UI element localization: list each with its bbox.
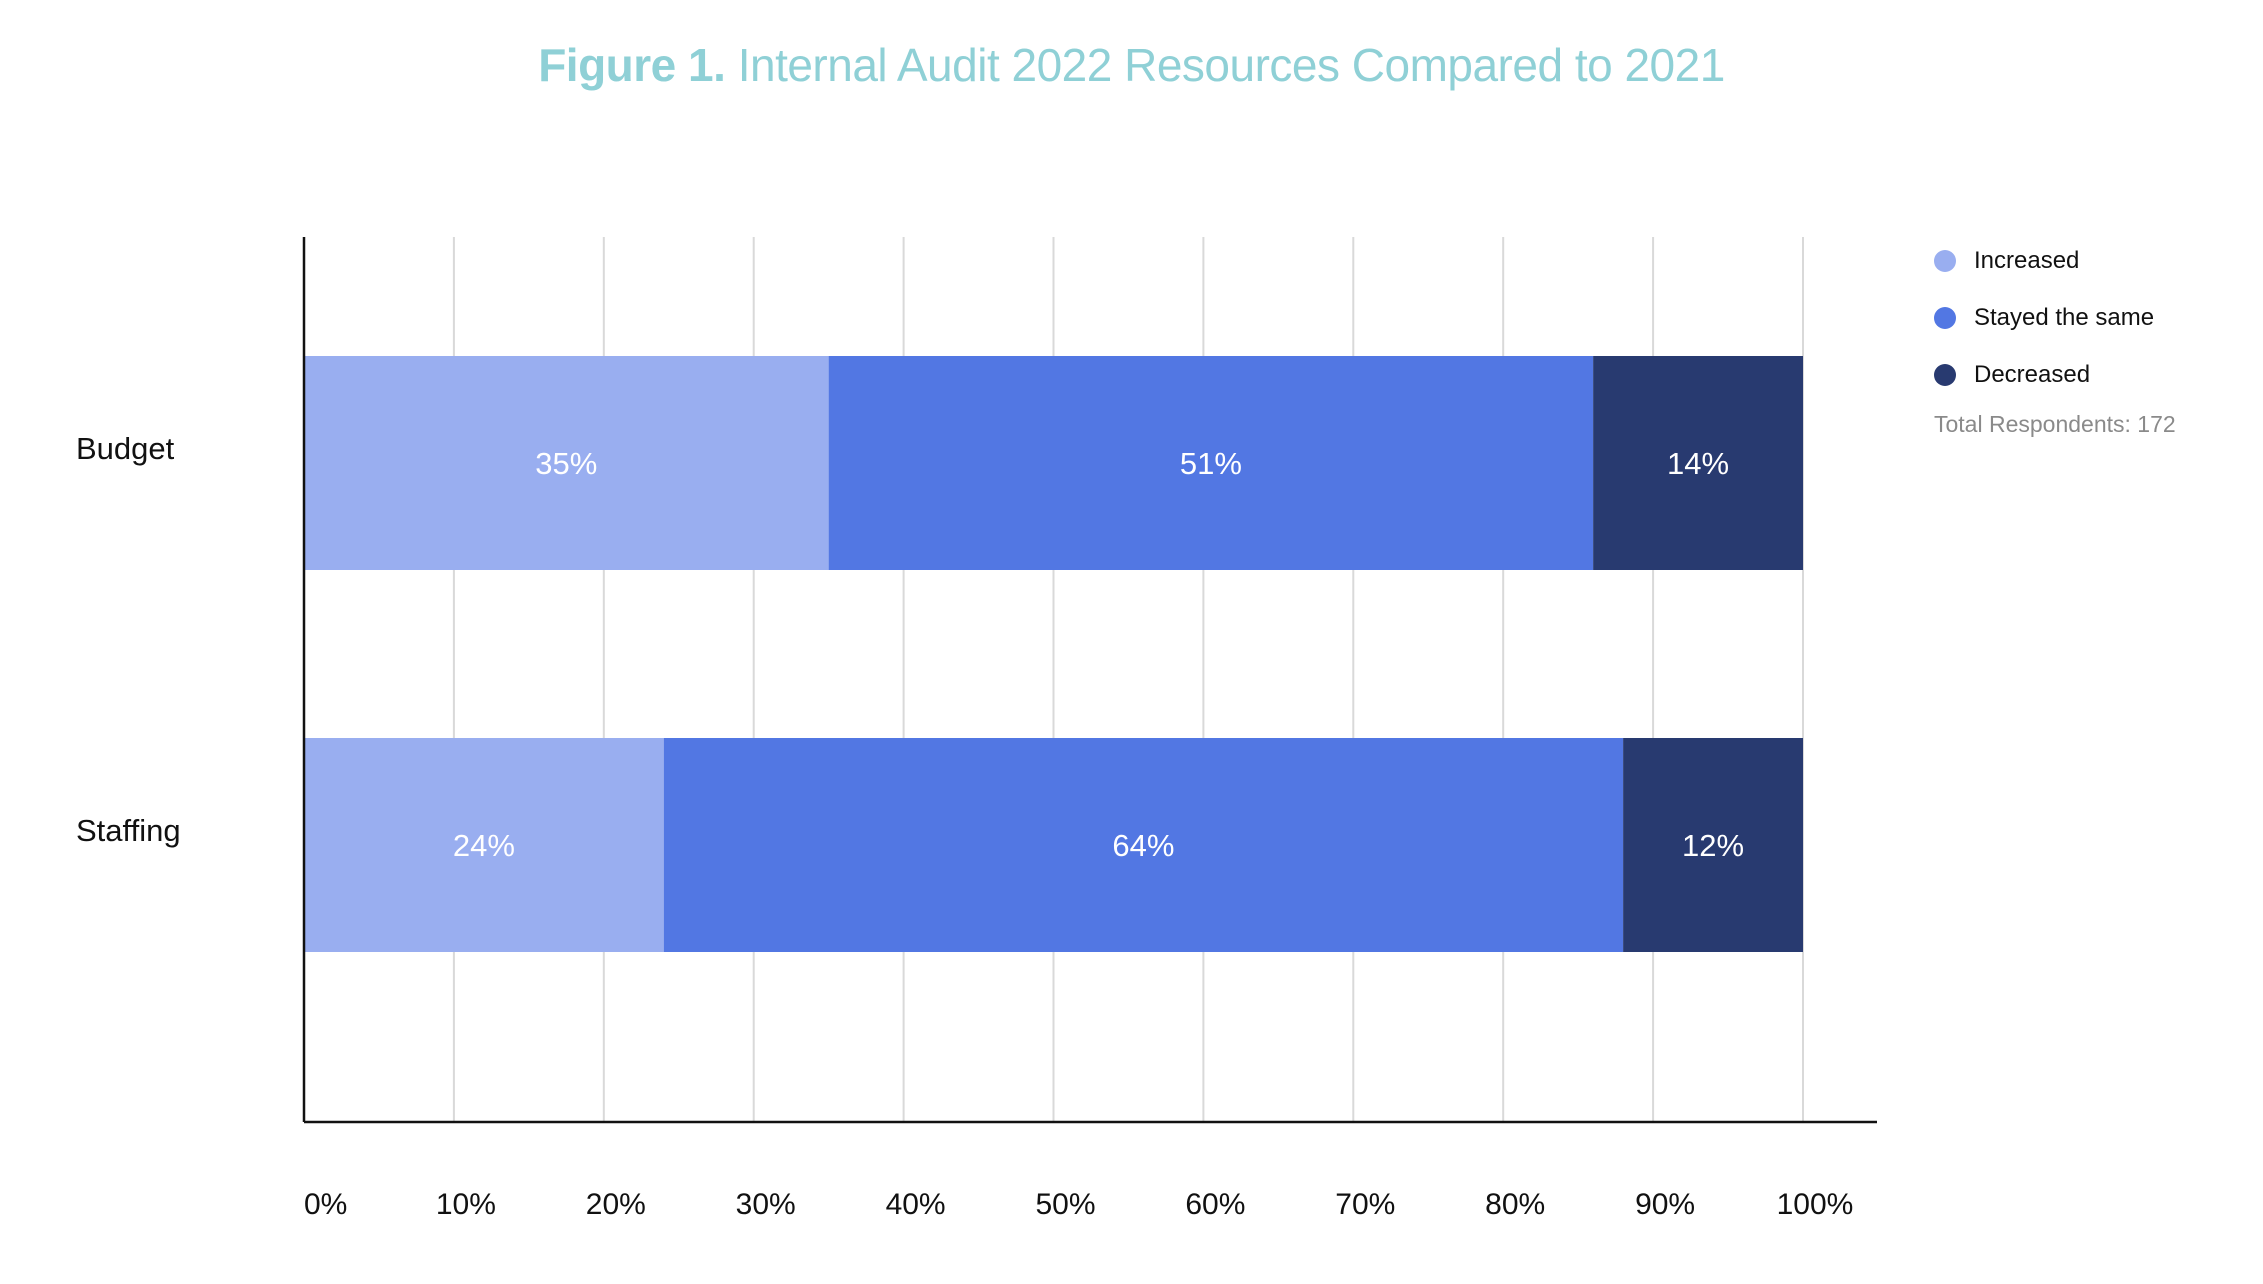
bar-segment bbox=[304, 738, 664, 952]
legend-swatch bbox=[1934, 306, 1956, 329]
legend-item: Increased bbox=[1934, 232, 2176, 289]
x-tick-label: 20% bbox=[586, 1188, 646, 1221]
title-prefix: Figure 1. bbox=[538, 39, 726, 91]
legend-item: Stayed the same bbox=[1934, 289, 2176, 346]
legend-label: Stayed the same bbox=[1974, 303, 2155, 331]
bars bbox=[304, 356, 1803, 952]
bar-value-label: 51% bbox=[1180, 446, 1242, 481]
bar-segment bbox=[1593, 356, 1803, 570]
title-main: Internal Audit 2022 Resources Compared t… bbox=[737, 39, 1726, 91]
category-label: Staffing bbox=[76, 813, 181, 848]
legend-label: Decreased bbox=[1974, 360, 2091, 388]
legend-label: Increased bbox=[1974, 246, 2080, 274]
x-tick-label: 30% bbox=[736, 1188, 796, 1221]
chart-title: Figure 1. Internal Audit 2022 Resources … bbox=[0, 38, 2263, 92]
x-tick-label: 70% bbox=[1335, 1188, 1395, 1221]
category-label: Budget bbox=[76, 431, 175, 466]
x-tick-label: 100% bbox=[1777, 1188, 1854, 1221]
x-tick-label: 90% bbox=[1635, 1188, 1695, 1221]
bar-value-label: 35% bbox=[535, 446, 597, 481]
bar-segment bbox=[304, 356, 829, 570]
bar-segment bbox=[828, 356, 1594, 570]
bar-segment bbox=[663, 738, 1624, 952]
bar-value-label: 14% bbox=[1667, 446, 1729, 481]
x-tick-label: 80% bbox=[1485, 1188, 1545, 1221]
bar-value-label: 24% bbox=[453, 828, 515, 863]
bar-segment bbox=[1623, 738, 1803, 952]
legend: Increased Stayed the same Decreased Total … bbox=[1934, 232, 2176, 438]
labels: 0% 10% 20% 30% 40% 50% 60% 70% 80% 90% 100% 35% 51% 1… bbox=[76, 431, 1853, 1221]
legend-swatch bbox=[1934, 363, 1956, 386]
x-tick-label: 0% bbox=[304, 1188, 347, 1221]
legend-item: Decreased bbox=[1934, 346, 2176, 403]
bar-value-label: 64% bbox=[1112, 828, 1174, 863]
total-respondents-note: Total Respondents: 172 bbox=[1934, 411, 2176, 437]
legend-swatch bbox=[1934, 249, 1956, 272]
bar-value-label: 12% bbox=[1682, 828, 1744, 863]
x-tick-label: 50% bbox=[1035, 1188, 1095, 1221]
axes bbox=[302, 237, 1877, 1124]
x-tick-label: 40% bbox=[886, 1188, 946, 1221]
x-tick-label: 10% bbox=[436, 1188, 496, 1221]
x-tick-label: 60% bbox=[1185, 1188, 1245, 1221]
